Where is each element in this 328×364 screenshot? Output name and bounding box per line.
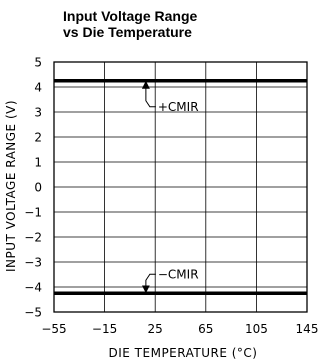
y-axis-label: INPUT VOLTAGE RANGE (V) [4,100,18,272]
series-annotation-label: +CMIR [158,100,199,114]
y-tick-label: 5 [34,56,42,70]
y-tick-label: 2 [34,131,42,145]
annotations: +CMIR −CMIR [141,80,199,294]
y-tick-label: −2 [24,231,42,245]
y-tick-label: 0 [34,181,42,195]
y-tick-label: 3 [34,106,42,120]
y-tick-label: −5 [24,306,42,320]
y-tick-label: −3 [24,256,42,270]
x-tick-label: 145 [296,322,319,336]
x-tick-label: −15 [92,322,117,336]
x-tick-label: 25 [148,322,163,336]
x-tick-label: 105 [245,322,268,336]
series-annotation-label: −CMIR [158,267,199,281]
y-tick-label: −1 [24,206,42,220]
plot-frame [53,61,308,313]
x-axis-label: DIE TEMPERATURE (°C) [109,346,258,360]
callout-arrow [141,273,156,294]
x-tick-label: 65 [198,322,213,336]
y-tick-label: 1 [34,156,42,170]
chart-title-line-2: vs Die Temperature [63,24,192,40]
x-tick-label: −55 [41,322,66,336]
tick-labels: 5 4 3 2 1 0 −1 −2 −3 −4 −5 −55 −15 25 65 105 145 [24,56,318,337]
chart-title: Input Voltage Range vs Die Temperature [63,8,197,40]
y-tick-label: −4 [24,281,42,295]
chart-title-line-1: Input Voltage Range [63,8,198,24]
callout-arrow [141,80,156,108]
y-tick-label: 4 [34,81,42,95]
series-group [54,79,307,295]
